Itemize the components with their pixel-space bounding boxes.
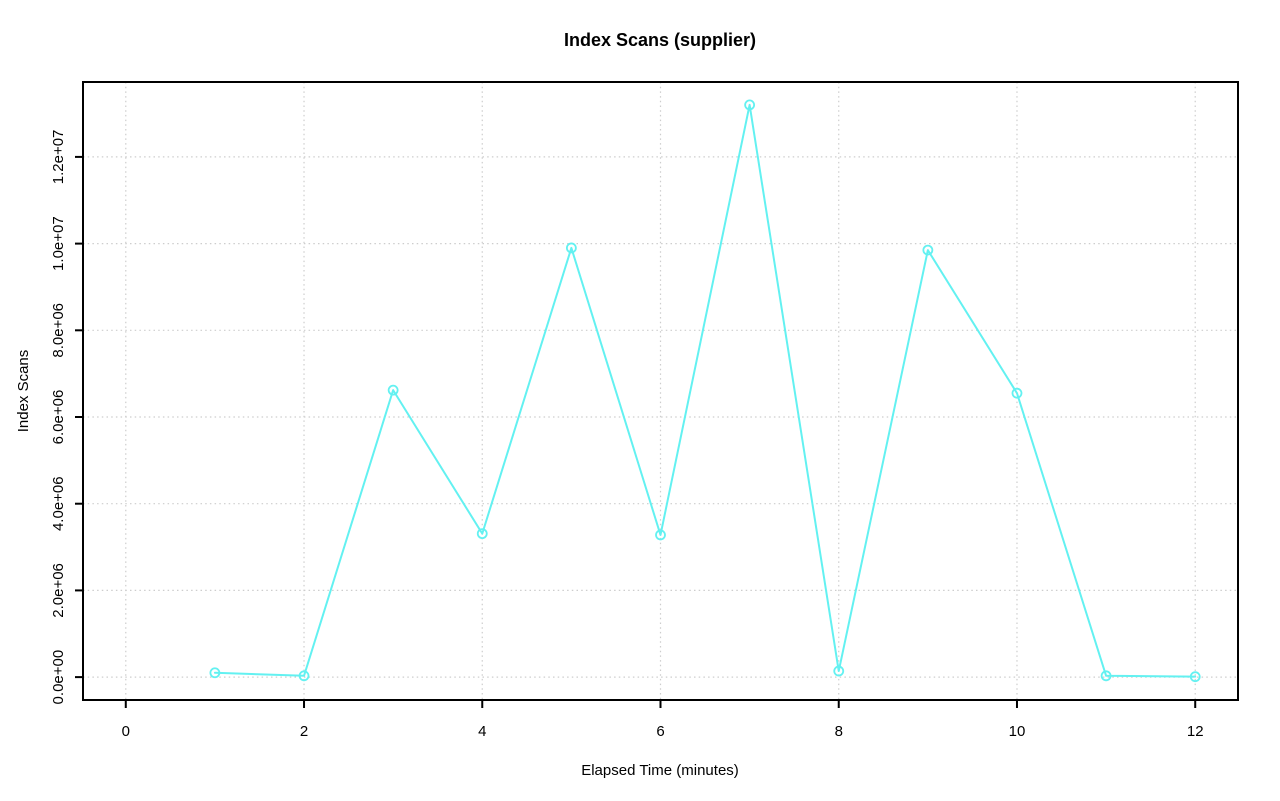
data-point: [565, 242, 577, 254]
chart-title: Index Scans (supplier): [564, 30, 756, 50]
x-tick-label: 6: [656, 723, 664, 740]
plot-border: [82, 81, 1239, 701]
y-tick-label: 1.2e+07: [50, 130, 67, 185]
x-tick-label: 12: [1187, 723, 1204, 740]
grid-layer: [83, 82, 1238, 700]
series-layer: [209, 99, 1201, 683]
x-axis-label: Elapsed Time (minutes): [581, 762, 739, 779]
x-tick-label: 10: [1009, 723, 1026, 740]
data-point: [833, 665, 845, 677]
data-point: [922, 244, 934, 256]
y-tick-label: 8.0e+06: [50, 303, 67, 358]
x-tick-label: 4: [478, 723, 486, 740]
x-tick-label: 2: [300, 723, 308, 740]
x-tick-label: 8: [835, 723, 843, 740]
axis-ticks-x: 0 2 4 6 8 10 12: [122, 700, 1204, 740]
y-tick-label: 0.0e+00: [50, 650, 67, 705]
data-point: [744, 99, 756, 111]
data-point: [1100, 670, 1112, 682]
data-point: [387, 384, 399, 396]
axis-ticks-y: 0.0e+00 2.0e+06 4.0e+06 6.0e+06 8.0e+06 1.0e+…: [50, 130, 83, 705]
data-point: [298, 670, 310, 682]
y-tick-label: 4.0e+06: [50, 476, 67, 531]
y-tick-label: 2.0e+06: [50, 563, 67, 618]
data-point: [209, 667, 221, 679]
data-line: [213, 103, 1197, 678]
y-tick-label: 1.0e+07: [50, 216, 67, 271]
y-tick-label: 6.0e+06: [50, 390, 67, 445]
y-axis-label: Index Scans: [15, 350, 32, 433]
data-point: [655, 529, 666, 541]
x-tick-label: 0: [122, 723, 130, 740]
data-point: [1011, 387, 1023, 399]
data-point: [476, 528, 488, 540]
data-point: [1189, 671, 1201, 683]
